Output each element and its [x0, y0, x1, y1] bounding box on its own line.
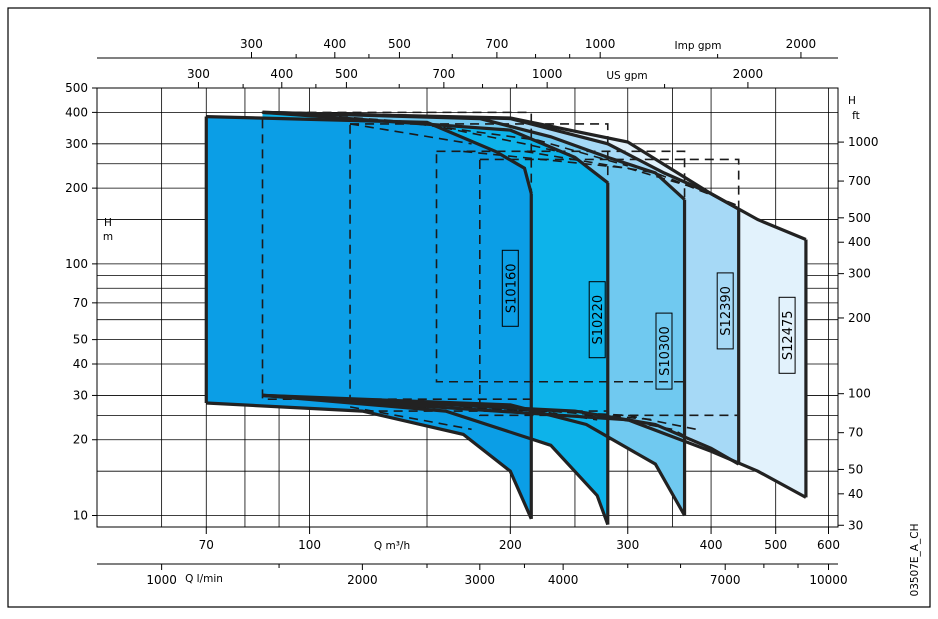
curve-bottom-s10300: [262, 393, 686, 517]
figure-code: 03507E_A_CH: [909, 524, 921, 597]
top-impgpm-tick-label: 700: [485, 37, 508, 51]
bottom-m3h-tick-label: 500: [764, 538, 787, 552]
top-usgpm-tick-label: 1000: [532, 67, 563, 81]
right-tick-label: 400: [848, 235, 871, 249]
right-tick-label: 100: [848, 387, 871, 401]
right-tick-label: 500: [848, 211, 871, 225]
bottom-m3h-tick-label: 600: [817, 538, 840, 552]
top-impgpm-tick-label: 500: [388, 37, 411, 51]
left-tick-label: 50: [73, 333, 88, 347]
bottom-m3h-tick-label: 100: [298, 538, 321, 552]
series-label-s10160: S10160: [501, 249, 519, 327]
bottom-lmin-tick-label: 4000: [548, 573, 579, 587]
bottom-lmin-tick-label: 10000: [809, 573, 847, 587]
right-tick-label: 40: [848, 487, 863, 501]
series-label-box: [501, 249, 519, 327]
left-tick-label: 70: [73, 296, 88, 310]
label-layer: S10160 S10220 S10300 S12390 S12475: [501, 249, 796, 390]
series-label-text: S12390: [719, 286, 734, 336]
curve-bottom-s10160: [206, 401, 533, 520]
dashed-top-s12390: [463, 150, 697, 189]
outline-layer: [204, 110, 808, 526]
top-axis-label-usgpm: US gpm: [606, 70, 647, 82]
right-tick-label: 200: [848, 311, 871, 325]
dashed-box-1: [349, 123, 609, 412]
right-tick-label: 1000: [848, 135, 879, 149]
right-axis-unit-ft: ft: [852, 110, 860, 122]
series-label-box: [778, 296, 796, 374]
right-tick-label: 300: [848, 267, 871, 281]
left-axis-unit-h: H: [104, 217, 112, 229]
top-axis-label-impgpm: Imp gpm: [675, 40, 722, 52]
right-tick-label: 70: [848, 426, 863, 440]
bottom-lmin-tick-label: 7000: [710, 573, 741, 587]
dashed-top-s10160: [349, 123, 472, 145]
series-label-text: S10300: [658, 326, 673, 376]
dashed-box-3: [479, 158, 740, 417]
outer-frame: [7, 7, 931, 608]
series-label-text: S10160: [504, 263, 519, 313]
top-usgpm-tick-label: 700: [432, 67, 455, 81]
top-usgpm-tick-label: 500: [335, 67, 358, 81]
bottom-m3h-tick-label: 300: [616, 538, 639, 552]
curve-top-s10160: [206, 115, 533, 195]
series-label-s10300: S10300: [655, 312, 673, 390]
top-impgpm-tick-label: 1000: [585, 37, 616, 51]
bottom-m3h-tick-label: 70: [199, 538, 214, 552]
curve-bottom-s12475: [262, 393, 807, 499]
bottom-axis-label-lmin: Q l/min: [185, 573, 223, 585]
top-impgpm-tick-label: 400: [323, 37, 346, 51]
top-impgpm-tick-label: 2000: [786, 37, 817, 51]
curve-top-s10300: [262, 110, 686, 201]
dashed-bottom-s10300: [417, 406, 656, 421]
left-tick-label: 400: [65, 105, 88, 119]
axis-layer: 10 20 30 40 50 70 100 200 300 400 500 30 40 50 70 100 20…: [65, 37, 878, 587]
left-tick-label: 200: [65, 181, 88, 195]
bottom-lmin-tick-label: 1000: [146, 573, 177, 587]
bottom-m3h-tick-label: 200: [499, 538, 522, 552]
series-label-box: [655, 312, 673, 390]
plot-frame: [96, 87, 839, 528]
top-usgpm-tick-label: 2000: [733, 67, 764, 81]
bottom-m3h-tick-label: 400: [700, 538, 723, 552]
series-label-text: S10220: [591, 295, 606, 345]
top-impgpm-tick-label: 300: [240, 37, 263, 51]
series-label-s10220: S10220: [588, 281, 606, 359]
dashed-top-s10220: [279, 111, 576, 157]
right-axis-unit-h: H: [848, 95, 856, 107]
series-label-s12390: S12390: [716, 272, 734, 350]
series-label-box: [716, 272, 734, 350]
right-tick-label: 50: [848, 462, 863, 476]
right-tick-label: 700: [848, 174, 871, 188]
left-tick-label: 40: [73, 357, 88, 371]
bottom-lmin-tick-label: 3000: [465, 573, 496, 587]
curve-bottom-s12390: [262, 393, 740, 466]
curve-bottom-s10220: [262, 393, 610, 526]
bottom-axis-label-m3h: Q m³/h: [374, 540, 410, 552]
series-area-s10160: [206, 116, 532, 519]
dashed-bottom-s12390: [463, 406, 697, 431]
left-axis-unit-m: m: [103, 231, 113, 243]
fill-layer: [206, 112, 806, 525]
left-tick-label: 500: [65, 81, 88, 95]
top-usgpm-tick-label: 300: [187, 67, 210, 81]
series-label-s12475: S12475: [778, 296, 796, 374]
left-tick-label: 30: [73, 388, 88, 402]
left-tick-label: 10: [73, 508, 88, 522]
right-tick-label: 30: [848, 518, 863, 532]
left-tick-label: 20: [73, 433, 88, 447]
series-label-text: S12475: [781, 310, 796, 360]
bottom-lmin-tick-label: 2000: [347, 573, 378, 587]
left-tick-label: 100: [65, 257, 88, 271]
left-tick-label: 300: [65, 137, 88, 151]
top-usgpm-tick-label: 400: [270, 67, 293, 81]
series-label-box: [588, 281, 606, 359]
